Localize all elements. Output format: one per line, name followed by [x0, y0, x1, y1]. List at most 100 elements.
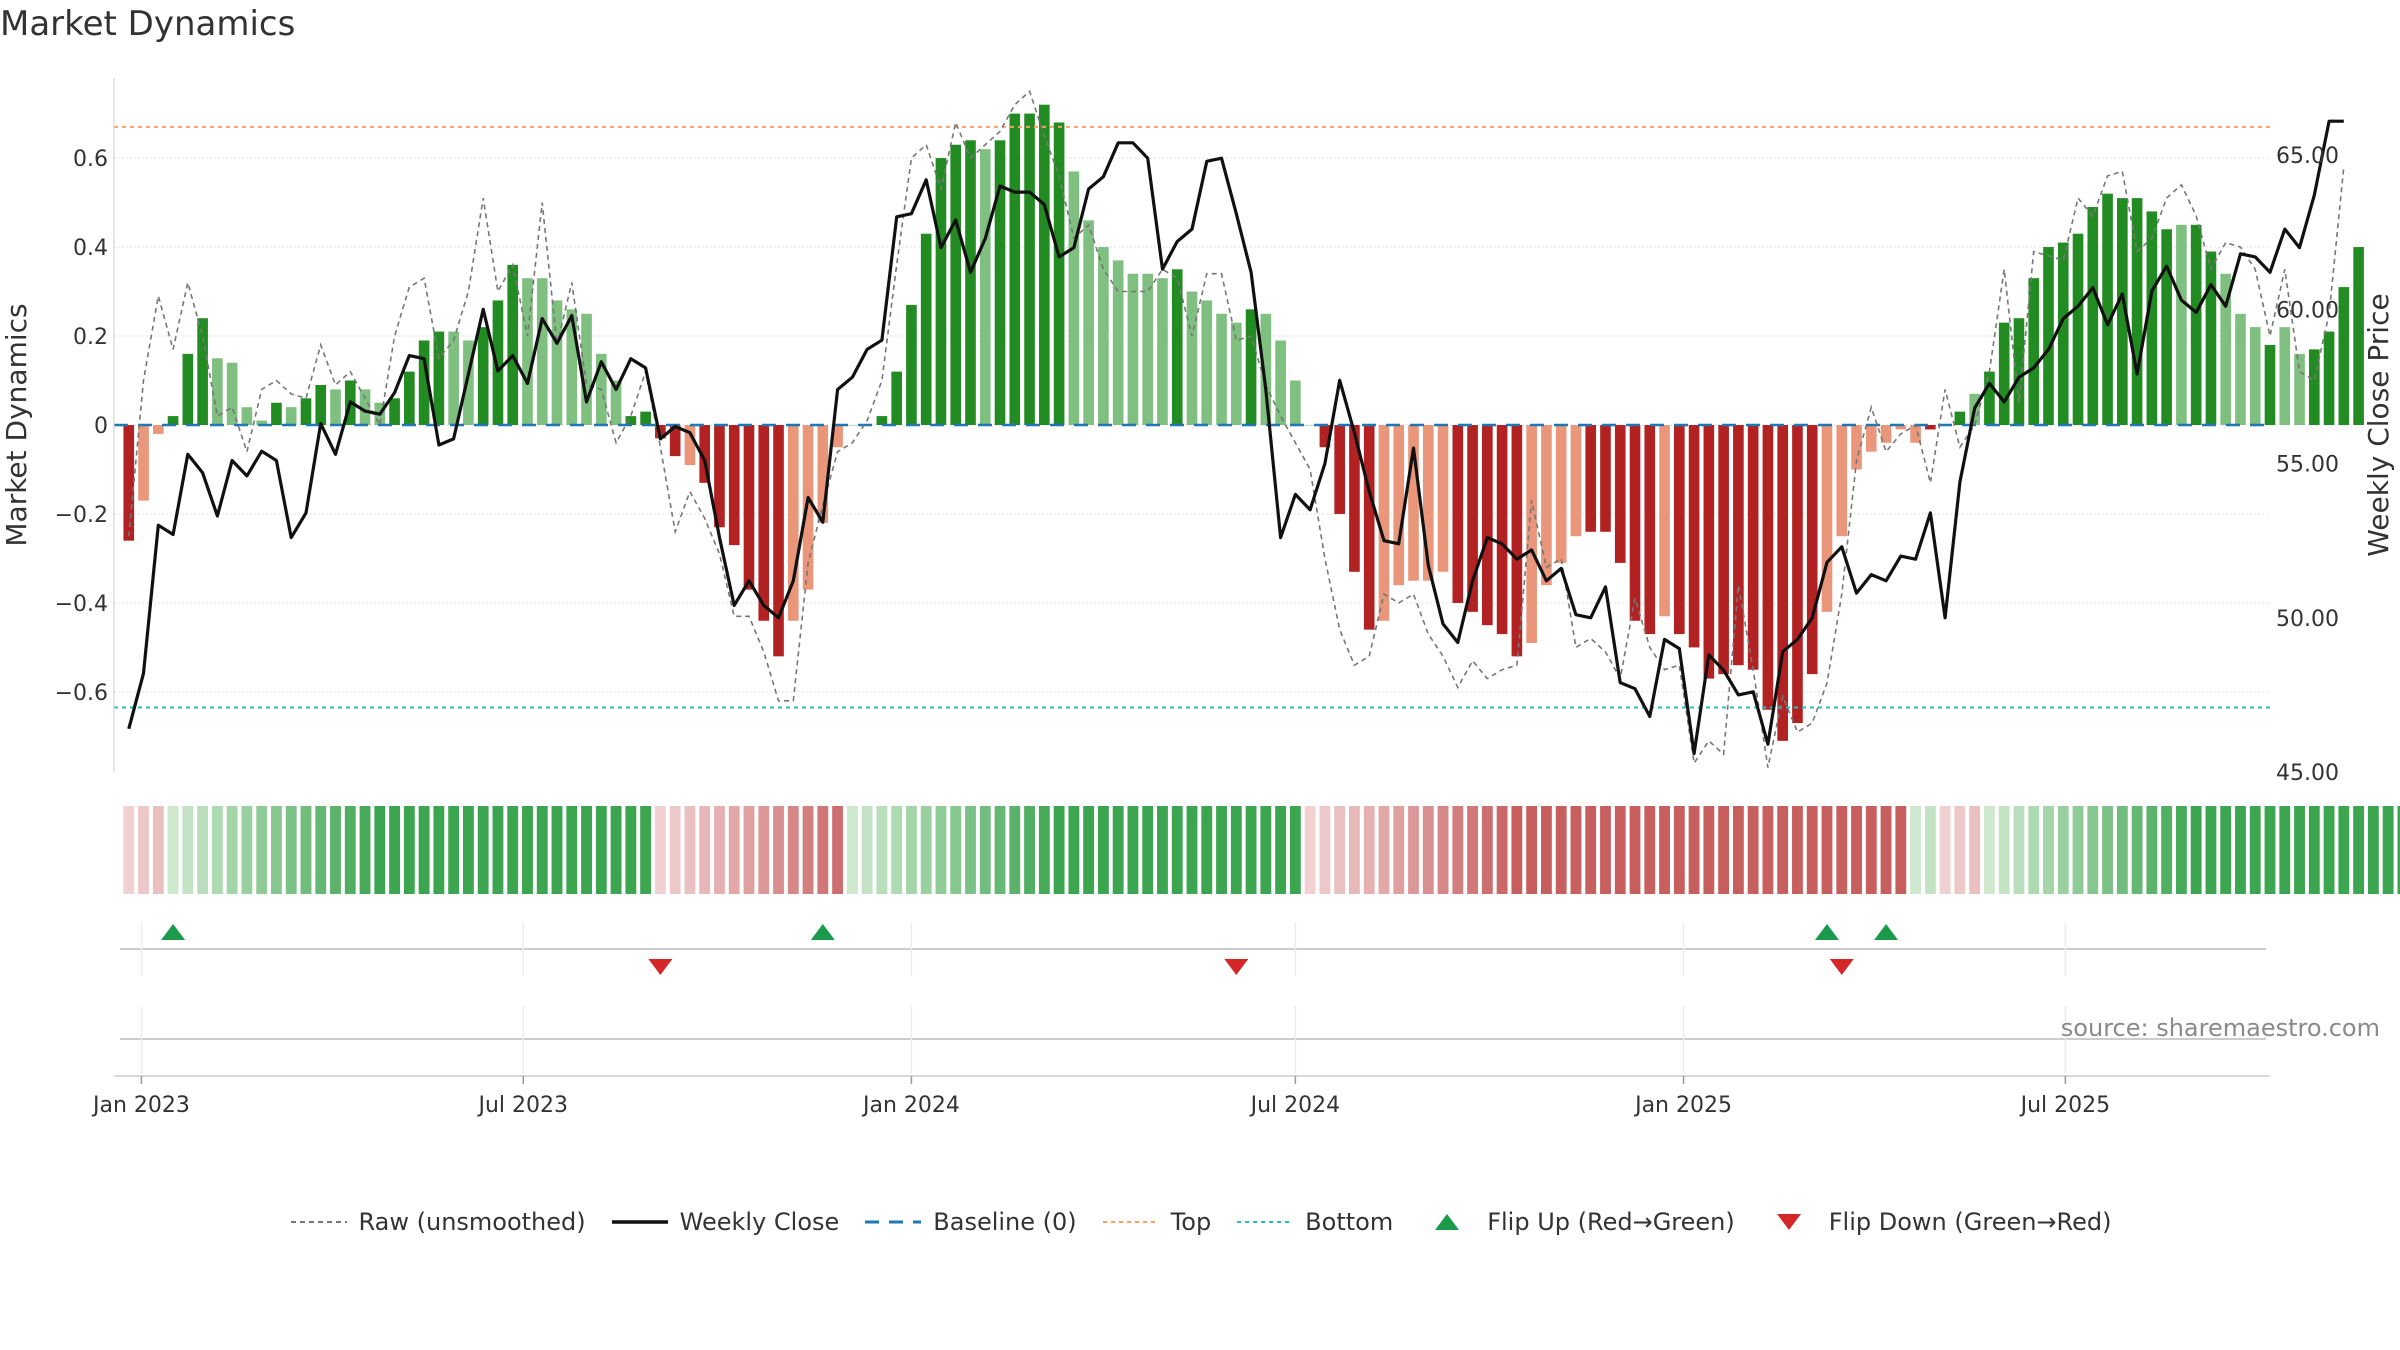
dynamics-bar: [522, 278, 533, 425]
dynamics-bar: [2161, 229, 2172, 425]
regime-cell: [861, 806, 873, 894]
flip-up-marker: [1874, 924, 1899, 940]
dynamics-bar: [1408, 425, 1419, 581]
y-right-tick-label: 60.00: [2276, 298, 2339, 323]
regime-cell: [1836, 806, 1848, 894]
dynamics-bar: [1304, 425, 1316, 426]
regime-cell: [979, 806, 991, 894]
dynamics-bar: [1275, 340, 1286, 425]
dynamics-bar: [1792, 425, 1803, 724]
regime-cell: [1260, 806, 1272, 894]
legend-item: Top: [1101, 1208, 1211, 1236]
legend-swatch: [1237, 1221, 1294, 1223]
legend-label: Baseline (0): [933, 1208, 1077, 1236]
dynamics-bar: [418, 340, 430, 425]
dynamics-bar: [1142, 273, 1154, 425]
dynamics-bar: [2294, 353, 2305, 425]
regime-cell: [714, 806, 725, 894]
dynamics-bar: [182, 353, 194, 425]
dynamics-bar: [1954, 411, 1966, 425]
legend: Raw (unsmoothed) Weekly Close Baseline (0)…: [0, 1208, 2400, 1236]
dynamics-bar: [152, 425, 164, 434]
dynamics-bar: [389, 398, 400, 425]
regime-cell: [2190, 806, 2202, 894]
dynamics-bar: [1171, 269, 1183, 425]
y-right-tick-label: 65.00: [2276, 144, 2339, 169]
y-left-tick-label: 0.6: [73, 147, 108, 172]
regime-cell: [1038, 806, 1050, 894]
regime-cell: [787, 806, 799, 894]
dynamics-bar: [1511, 425, 1523, 657]
regime-cell: [418, 806, 430, 894]
regime-cell: [1408, 806, 1419, 894]
dynamics-bar: [1851, 425, 1862, 470]
regime-cell: [1481, 806, 1493, 894]
y-right-tick-label: 45.00: [2276, 761, 2339, 786]
dynamics-bar: [1127, 273, 1139, 425]
flip-down-marker: [1829, 959, 1854, 975]
regime-cell: [2102, 806, 2113, 894]
dynamics-bar: [1880, 425, 1892, 443]
dynamics-bar: [1600, 425, 1611, 532]
regime-cell: [2294, 806, 2305, 894]
legend-swatch: [611, 1220, 668, 1224]
dynamics-bar: [1806, 425, 1818, 675]
dynamics-bar: [2057, 242, 2069, 425]
regime-cell: [1157, 806, 1168, 894]
dynamics-bar: [241, 407, 253, 425]
regime-cell: [640, 806, 652, 894]
regime-cell: [152, 806, 164, 894]
regime-cell: [950, 806, 962, 894]
regime-cell: [2175, 806, 2187, 894]
dynamics-bar: [2308, 349, 2320, 425]
dynamics-bar: [1437, 425, 1449, 572]
dynamics-bar: [2235, 313, 2246, 425]
dynamics-bar: [1821, 425, 1833, 612]
dynamics-bar: [728, 425, 740, 546]
dynamics-bar: [640, 411, 651, 425]
legend-label: Bottom: [1305, 1208, 1394, 1236]
regime-cell: [817, 806, 829, 894]
dynamics-bar: [1865, 425, 1877, 452]
regime-cell: [2205, 806, 2217, 894]
y-left-tick-label: 0.2: [73, 325, 108, 350]
flip-down-marker: [648, 959, 673, 975]
regime-cell: [1009, 806, 1021, 894]
regime-cell: [1806, 806, 1818, 894]
dynamics-bar: [271, 402, 282, 425]
regime-cell: [2028, 806, 2040, 894]
regime-cell: [138, 806, 149, 894]
dynamics-bar: [1836, 425, 1848, 537]
dynamics-bars: [123, 104, 2364, 741]
dynamics-bar: [1098, 247, 1109, 425]
dynamics-bar: [1245, 309, 1257, 425]
dynamics-bar: [138, 425, 149, 501]
dynamics-bar: [2087, 207, 2099, 425]
dynamics-bar: [714, 425, 725, 528]
regime-cell: [1452, 806, 1464, 894]
regime-cell: [359, 806, 371, 894]
regime-cell: [2116, 806, 2128, 894]
regime-cell: [2161, 806, 2173, 894]
regime-cell: [2235, 806, 2246, 894]
y-left-tick-label: −0.6: [55, 681, 108, 706]
dynamics-bar: [2249, 327, 2261, 425]
regime-cell: [1777, 806, 1789, 894]
regime-cell: [300, 806, 312, 894]
regime-cell: [1969, 806, 1981, 894]
regime-cell: [1600, 806, 1611, 894]
regime-cell: [1998, 806, 2010, 894]
dynamics-bar: [1349, 425, 1360, 572]
dynamics-bar: [758, 425, 770, 621]
dynamics-bar: [906, 304, 917, 425]
regime-cell: [285, 806, 297, 894]
dynamics-bar: [1053, 122, 1065, 425]
dynamics-bar: [581, 313, 592, 425]
dynamics-bar: [2072, 233, 2084, 425]
dynamics-bar: [1659, 425, 1670, 617]
regime-cell: [2264, 806, 2276, 894]
legend-label: Flip Up (Red→Green): [1487, 1208, 1735, 1236]
regime-cell: [906, 806, 917, 894]
regime-cell: [462, 806, 474, 894]
dynamics-bar: [492, 300, 504, 425]
